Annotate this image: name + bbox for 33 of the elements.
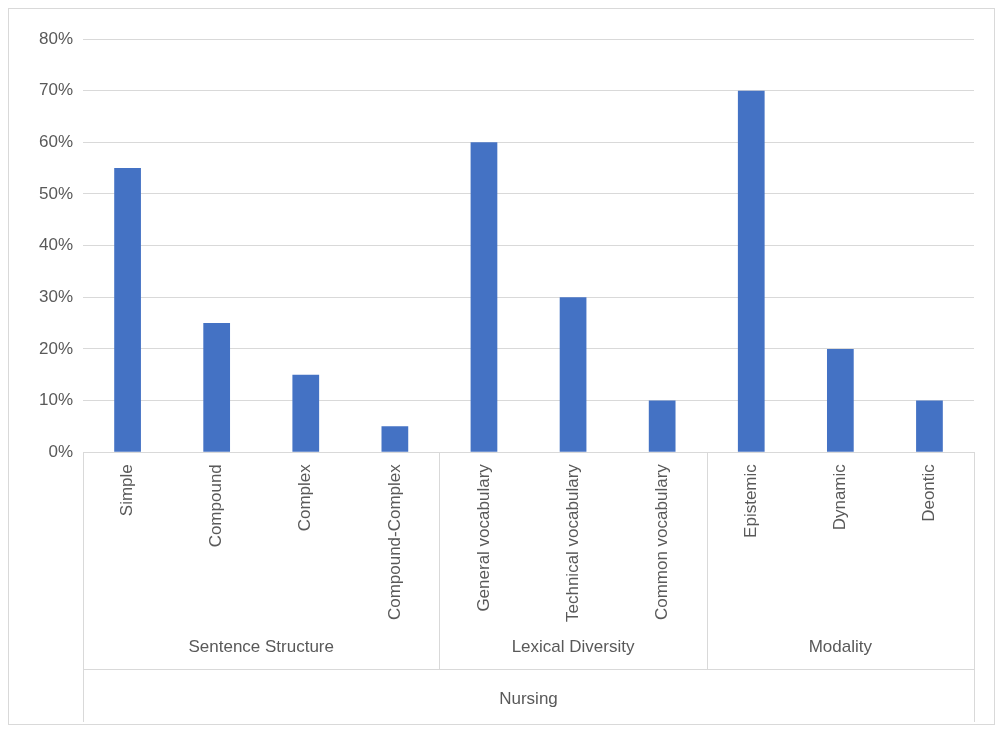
bar: [559, 297, 587, 452]
y-tick-label: 0%: [48, 441, 74, 461]
y-tick-label: 80%: [38, 28, 74, 48]
bar: [203, 323, 231, 452]
y-tick-label: 10%: [38, 390, 74, 410]
x-tick-label: Complex: [295, 463, 315, 532]
bar: [826, 348, 854, 452]
x-tick-label: Common vocabulary: [651, 463, 671, 621]
bar: [916, 400, 943, 452]
y-tick-label: 40%: [38, 235, 74, 255]
bar: [470, 142, 498, 452]
x-tick-label: Dynamic: [830, 463, 850, 531]
x-tick-label: General vocabulary: [473, 463, 493, 612]
bar: [648, 400, 676, 452]
y-tick-label: 20%: [38, 338, 74, 358]
x-tick-label: Compound-Complex: [384, 463, 404, 621]
y-tick-label: 50%: [38, 183, 74, 203]
x-tick-label: Technical vocabulary: [562, 463, 582, 623]
text: Lexical Diversity: [511, 636, 635, 656]
x-tick-label: Epistemic: [740, 463, 760, 538]
bar: [381, 426, 409, 452]
text: Modality: [808, 636, 873, 656]
x-tick-label: Deontic: [919, 463, 939, 522]
bar: [114, 168, 141, 452]
x-tick-label: Simple: [117, 464, 137, 517]
y-tick-label: 30%: [38, 286, 74, 306]
x-axis-title: Nursing: [499, 688, 558, 708]
y-tick-label: 70%: [38, 80, 74, 100]
x-tick-label: Compound: [206, 464, 226, 548]
bar: [292, 374, 320, 452]
y-tick-label: 60%: [38, 131, 74, 151]
text: Sentence Structure: [188, 636, 334, 656]
bar: [737, 90, 765, 452]
